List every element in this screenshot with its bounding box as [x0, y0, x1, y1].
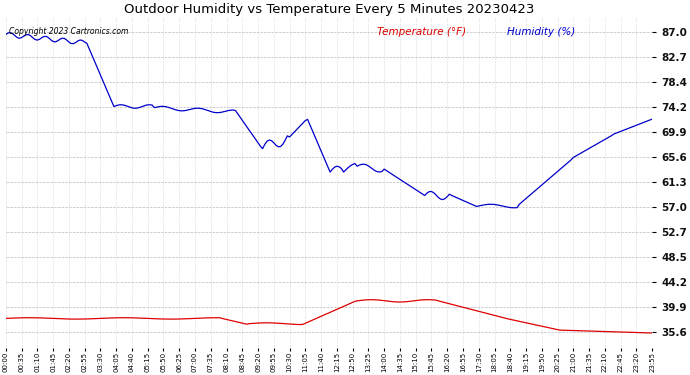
Text: Humidity (%): Humidity (%) [506, 27, 575, 37]
Text: Temperature (°F): Temperature (°F) [377, 27, 466, 37]
Title: Outdoor Humidity vs Temperature Every 5 Minutes 20230423: Outdoor Humidity vs Temperature Every 5 … [124, 3, 534, 16]
Text: Copyright 2023 Cartronics.com: Copyright 2023 Cartronics.com [9, 27, 128, 36]
